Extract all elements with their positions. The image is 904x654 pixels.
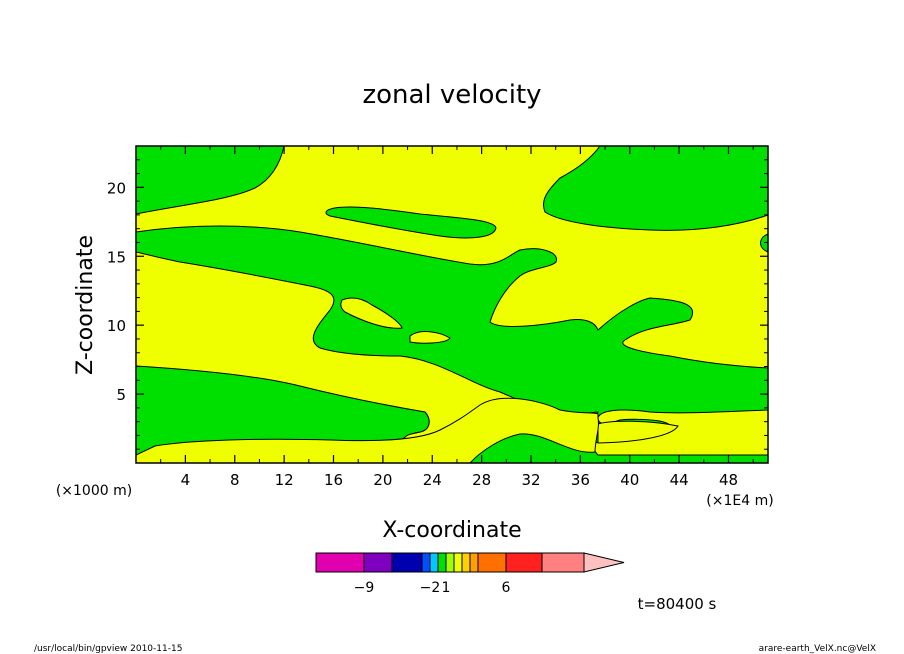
colorbar-ticks: −9 −2 1 6 [354,580,511,596]
colorbar-segment [461,552,471,573]
x-tick-label: 16 [324,471,343,489]
x-tick-label: 8 [230,471,240,489]
y-tick-label: 5 [116,386,126,404]
colorbar-segment [445,552,455,573]
colorbar-segment [363,552,393,573]
colorbar-segment [505,552,543,573]
x-tick-label: 32 [521,471,540,489]
chart-title: zonal velocity [362,80,541,110]
colorbar-segment [437,552,447,573]
y-tick-label: 10 [107,317,126,335]
colorbar-segment [469,552,479,573]
contour-region-upper-inlet [340,297,403,329]
colorbar [315,552,625,573]
time-label: t=80400 s [638,595,717,613]
colorbar-extend-arrow [583,552,625,573]
colorbar-segment [421,552,431,573]
colorbar-tick-label: −2 [420,580,441,596]
y-tick-label: 20 [107,179,126,197]
colorbar-segment [315,552,365,573]
x-tick-label: 48 [719,471,738,489]
x-unit-label: (×1E4 m) [706,493,773,509]
colorbar-tick-label: 1 [442,580,451,596]
colorbar-tick-label: 6 [502,580,511,596]
x-axis-title: X-coordinate [382,518,521,543]
contour-region-lower-channel [136,397,599,463]
footer-right: arare-earth_VelX.nc@VelX [759,644,876,654]
colorbar-segment [453,552,463,573]
x-axis: 4 8 12 16 20 24 28 32 36 40 44 48 [160,146,754,489]
y-unit-label: (×1000 m) [56,483,132,499]
colorbar-tick-label: −9 [354,580,375,596]
x-tick-label: 20 [373,471,392,489]
plot-area [136,146,768,463]
x-tick-label: 12 [275,471,294,489]
plot-frame [135,145,769,464]
y-tick-label: 15 [107,248,126,266]
contour-region-lower-right-strip [597,420,679,444]
x-tick-label: 36 [571,471,590,489]
footer-left: /usr/local/bin/gpview 2010-11-15 [34,644,182,654]
colorbar-segment [429,552,439,573]
x-tick-label: 28 [472,471,491,489]
y-axis-title: Z-coordinate [73,235,98,375]
y-axis: 5 10 15 20 [107,159,768,450]
colorbar-segment [391,552,423,573]
contour-region-top-left [136,146,285,215]
colorbar-segment [477,552,507,573]
x-tick-label: 44 [670,471,689,489]
colorbar-segment [541,552,585,573]
contour-region-small-patch [409,331,451,344]
contour-region-upper-blob [325,206,497,239]
x-tick-label: 4 [181,471,191,489]
x-tick-label: 40 [620,471,639,489]
contour-region-top-right [543,146,768,231]
x-tick-label: 24 [423,471,442,489]
